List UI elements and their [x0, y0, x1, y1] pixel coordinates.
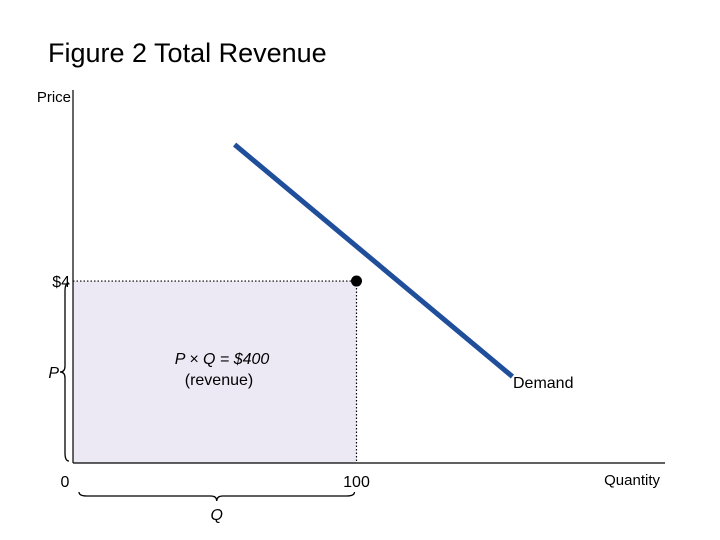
quantity-label: Q [211, 507, 223, 524]
revenue-annotation-sub: (revenue) [185, 372, 253, 389]
chart-title: Figure 2 Total Revenue [48, 38, 327, 68]
demand-label: Demand [513, 375, 573, 392]
price-brace [59, 282, 70, 462]
x-tick-label: 100 [343, 474, 370, 491]
y-axis-label: Price [37, 89, 71, 106]
revenue-area [73, 281, 357, 463]
demand-curve [232, 142, 515, 379]
x-tick-label: 0 [61, 474, 70, 491]
x-axis-label: Quantity [604, 472, 660, 489]
demand-point [351, 275, 362, 287]
revenue-annotation: P × Q = $400 [175, 351, 270, 368]
y-tick-label: $4 [52, 274, 70, 291]
price-label: P [48, 365, 59, 382]
quantity-brace [78, 491, 356, 502]
